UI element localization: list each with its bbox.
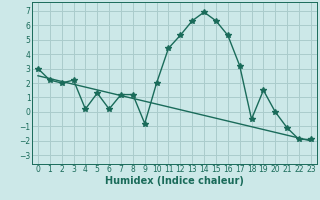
X-axis label: Humidex (Indice chaleur): Humidex (Indice chaleur)	[105, 176, 244, 186]
